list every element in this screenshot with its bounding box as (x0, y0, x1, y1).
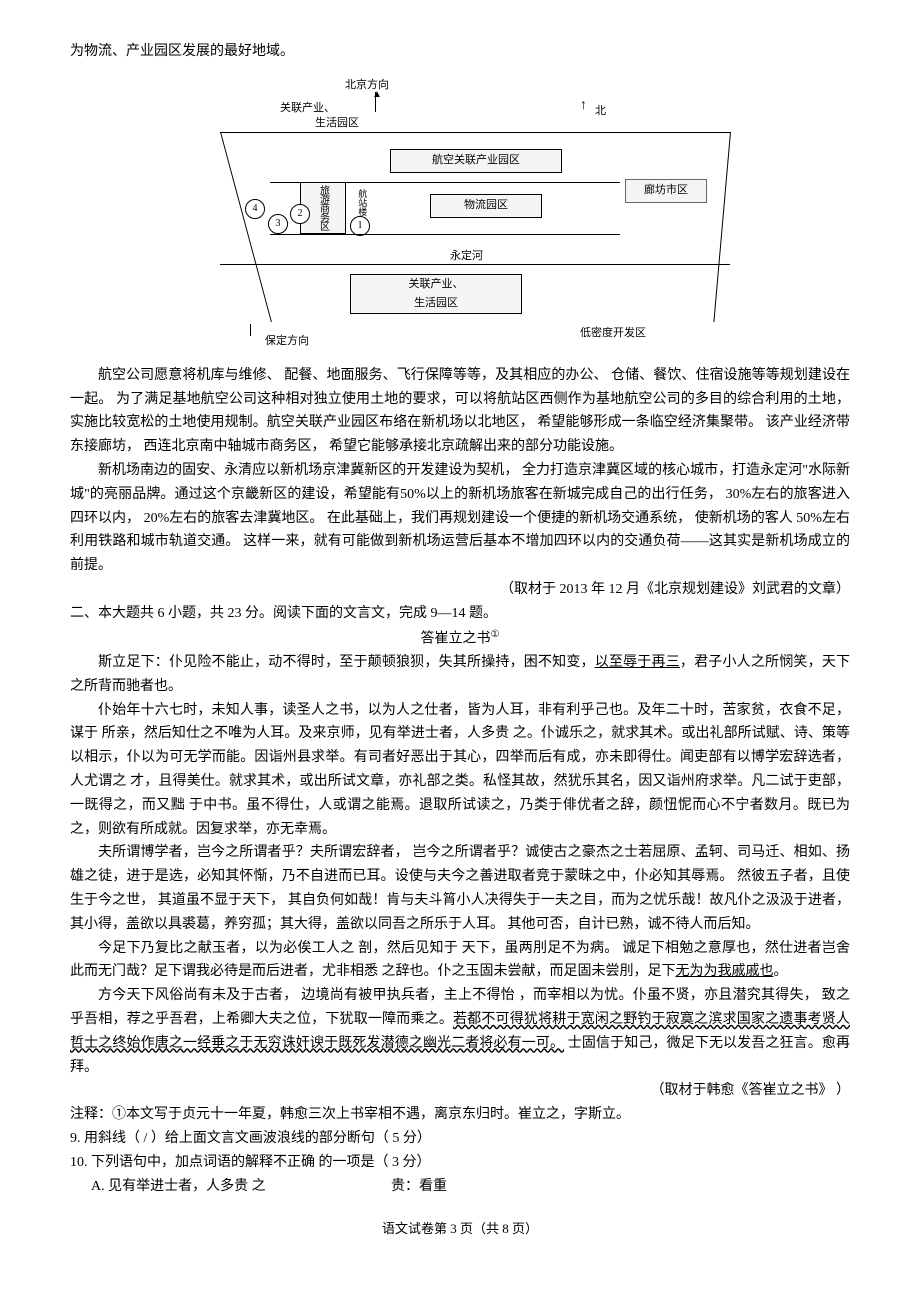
airport-diagram: 北京方向 ▲ 关联产业、 生活园区 ↑ 北 航空关联产业园区 廊坊市区 旅游商务… (150, 74, 770, 354)
intro-line: 为物流、产业园区发展的最好地域。 (70, 40, 850, 64)
essay-p1: 斯立足下：仆见险不能止，动不得时，至于颠顿狼狈，失其所操持，困不知变，以至辱于再… (70, 651, 850, 699)
source-1: （取材于 2013 年 12 月《北京规划建设》刘武君的文章） (70, 578, 850, 602)
footnote: 注释：①本文写于贞元十一年夏，韩愈三次上书宰相不遇，离京东归时。崔立之，字斯立。 (70, 1103, 850, 1127)
question-10: 10. 下列语句中，加点词语的解释不正确 的一项是（ 3 分） (70, 1151, 850, 1175)
aviation-zone-box: 航空关联产业园区 (390, 149, 562, 173)
marker-4: 4 (245, 199, 265, 219)
marker-3: 3 (268, 214, 288, 234)
essay-p4: 今足下乃复比之献玉者，以为必俟工人之 剖，然后见知于 天下，虽两刖足不为病。 诚… (70, 937, 850, 985)
essay-p3: 夫所谓博学者，岂今之所谓者乎？夫所谓宏辞者， 岂今之所谓者乎？诚使古之豪杰之士若… (70, 841, 850, 936)
essay-title: 答崔立之书① (70, 626, 850, 651)
marker-1: 1 (350, 216, 370, 236)
underline-1: 以至辱于再三 (595, 655, 680, 670)
south-shenghuo-label: 生活园区 (414, 294, 458, 313)
north-label: 北 (595, 102, 606, 121)
beijing-direction-label: 北京方向 (345, 76, 389, 95)
footnote-marker: ① (491, 629, 500, 640)
river-label: 永定河 (450, 247, 483, 266)
south-zone-box: 关联产业、 生活园区 (350, 274, 522, 314)
essay-p2: 仆始年十六七时，未知人事，读圣人之书，以为人之仕者，皆为人耳，非有利乎己也。及年… (70, 699, 850, 842)
logistics-box: 物流园区 (430, 194, 542, 218)
terminal-label: 航站楼 (354, 189, 369, 216)
section-2-header: 二、本大题共 6 小题，共 23 分。阅读下面的文言文，完成 9—14 题。 (70, 602, 850, 626)
paragraph-2: 新机场南边的固安、永清应以新机场京津冀新区的开发建设为契机， 全力打造京津冀区域… (70, 459, 850, 578)
north-arrow: ↑ (580, 94, 587, 118)
north-shenghuo-label: 生活园区 (315, 114, 359, 133)
marker-2: 2 (290, 204, 310, 224)
south-guanlian-label: 关联产业、 (409, 275, 464, 294)
underline-2: 无为为我戚戚也 (676, 964, 774, 979)
low-density-label: 低密度开发区 (580, 324, 646, 343)
page-footer: 语文试卷第 3 页（共 8 页） (70, 1218, 850, 1240)
q10-option-a: A. 见有举进士者，人多贵 之贵：看重 (70, 1175, 850, 1199)
source-2: （取材于韩愈《答崔立之书》 ） (70, 1079, 850, 1103)
question-9: 9. 用斜线（ / ）给上面文言文画波浪线的部分断句（ 5 分） (70, 1127, 850, 1151)
langfang-box: 廊坊市区 (625, 179, 707, 203)
paragraph-1: 航空公司愿意将机库与维修、 配餐、地面服务、飞行保障等等，及其相应的办公、 仓储… (70, 364, 850, 459)
essay-p5: 方今天下风俗尚有未及于古者， 边境尚有被甲执兵者，主上不得怡 ，而宰相以为忧。仆… (70, 984, 850, 1079)
baoding-label: 保定方向 (265, 332, 309, 351)
